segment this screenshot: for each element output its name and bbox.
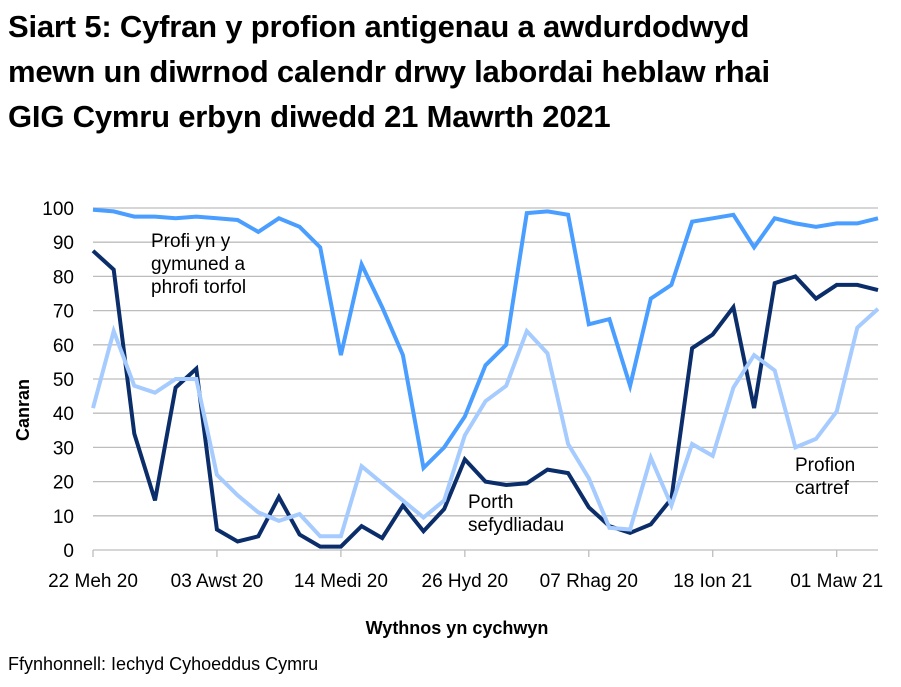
series-home-testing	[91, 307, 880, 539]
y-tick-label: 40	[53, 404, 74, 425]
y-tick-label: 100	[42, 199, 74, 220]
chart-title-line-3: GIG Cymru erbyn diwedd 21 Mawrth 2021	[8, 99, 611, 134]
y-tick-label: 80	[53, 267, 74, 288]
x-tick-label: 26 Hyd 20	[422, 571, 509, 592]
y-axis-ticks: 0 10 20 30 40 50 60 70 80 90 100	[42, 199, 74, 562]
label-home-testing: Profion cartref	[795, 455, 855, 499]
x-tick-label: 14 Medi 20	[294, 571, 388, 592]
y-tick-label: 50	[53, 370, 74, 391]
x-axis-label: Wythnos yn cychwyn	[366, 618, 549, 638]
data-series	[91, 207, 880, 549]
y-axis-label: Canran	[13, 379, 33, 441]
series-institution-portal	[91, 249, 879, 549]
chart-title: Siart 5: Cyfran y profion antigenau a aw…	[8, 4, 898, 139]
x-tick-label: 18 Ion 21	[673, 571, 752, 592]
x-tick-label: 22 Meh 20	[48, 571, 138, 592]
chart-title-line-2: mewn un diwrnod calendr drwy labordai he…	[8, 54, 770, 89]
series-community-mass-testing	[92, 207, 879, 472]
x-axis: 22 Meh 20 03 Awst 20 14 Medi 20 26 Hyd 20 07…	[48, 549, 883, 592]
label-institution-portal: Porth sefydliadau	[468, 492, 564, 536]
y-tick-label: 60	[53, 336, 74, 357]
series-labels: Profi yn y gymuned a phrofi torfol Porth sef…	[151, 231, 855, 536]
chart-title-line-1: Siart 5: Cyfran y profion antigenau a aw…	[8, 9, 750, 44]
source-note: Ffynhonnell: Iechyd Cyhoeddus Cymru	[8, 654, 319, 674]
y-tick-label: 30	[53, 438, 74, 459]
y-tick-label: 0	[63, 541, 74, 562]
x-tick-label: 03 Awst 20	[171, 571, 264, 592]
x-tick-label: 01 Maw 21	[790, 571, 883, 592]
y-tick-label: 70	[53, 302, 74, 323]
y-tick-label: 10	[53, 507, 74, 528]
label-community-mass-testing: Profi yn y gymuned a phrofi torfol	[151, 231, 246, 298]
y-tick-label: 20	[53, 473, 74, 494]
x-tick-label: 07 Rhag 20	[540, 571, 638, 592]
y-tick-label: 90	[53, 233, 74, 254]
